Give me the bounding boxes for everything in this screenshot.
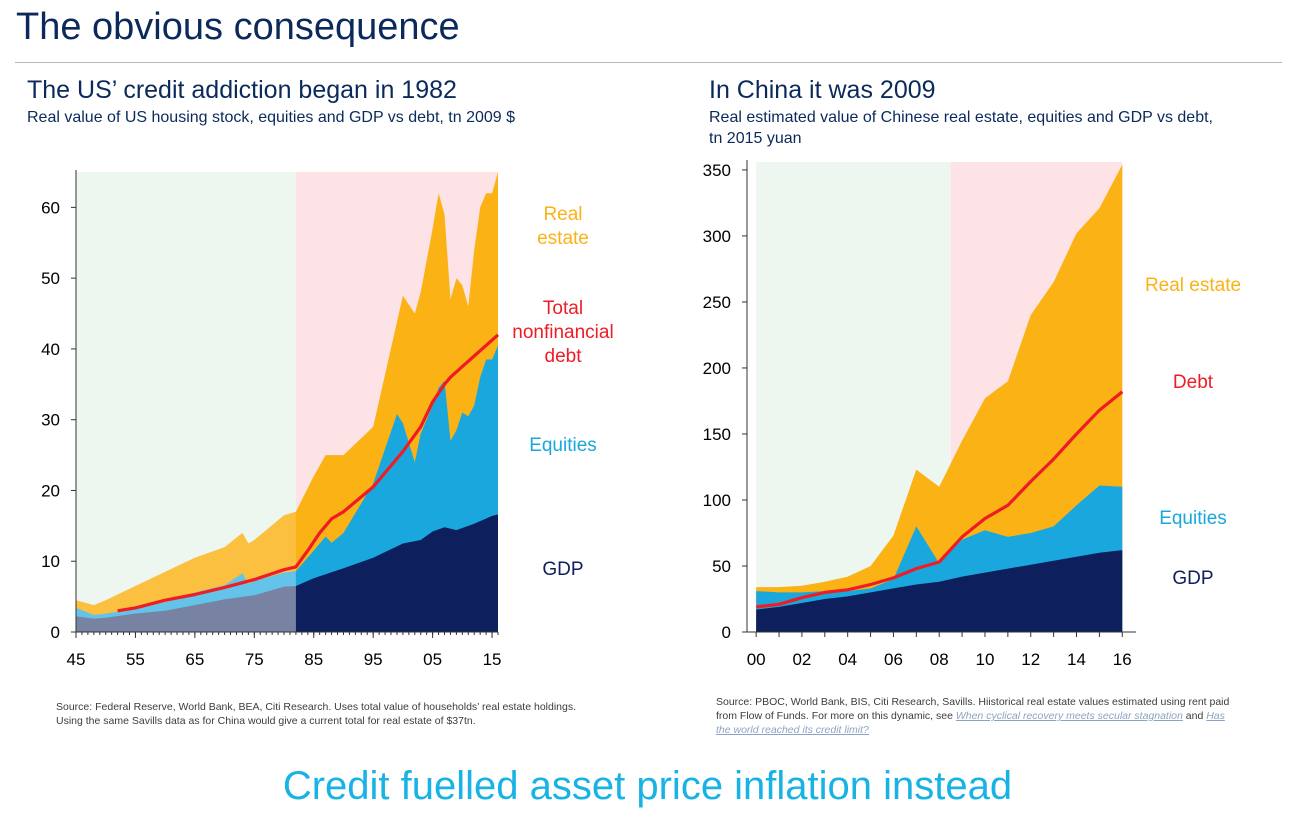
china-line-debt [756, 390, 1124, 609]
us-x-tick-label: 55 [126, 650, 145, 669]
us-y-tick-label: 50 [41, 269, 60, 288]
china-source-text: Source: PBOC, World Bank, BIS, Citi Rese… [716, 696, 1230, 722]
us-credit-chart: 0 10 20 30 40 50 60 45 55 65 75 85 95 05 15 Real estate T… [41, 170, 614, 669]
us-series-label-equities: Equities [529, 435, 597, 456]
us-series-label-total-nonfinancial-debt: debt [545, 346, 583, 367]
china-y-tick-label: 350 [703, 161, 731, 180]
china-source-note: Source: PBOC, World Bank, BIS, Citi Rese… [716, 695, 1236, 737]
us-source-note: Source: Federal Reserve, World Bank, BEA… [56, 701, 577, 727]
us-y-tick-label: 40 [41, 340, 60, 359]
us-x-tick-label: 15 [483, 650, 502, 669]
china-y-tick-label: 200 [703, 359, 731, 378]
us-series-label-total-nonfinancial-debt: nonfinancial [512, 322, 613, 343]
us-x-tick-label: 95 [364, 650, 383, 669]
us-x-tick-label: 75 [245, 650, 264, 669]
us-x-tick-label: 05 [423, 650, 442, 669]
china-area-gdp [756, 550, 1123, 632]
china-x-tick-label: 00 [747, 650, 766, 669]
china-x-tick-label: 02 [792, 650, 811, 669]
china-x-tick-label: 12 [1021, 650, 1040, 669]
china-x-tick-label: 14 [1067, 650, 1086, 669]
china-series-label-gdp: GDP [1172, 568, 1213, 589]
us-early-tint-real-estate [76, 511, 296, 632]
china-series-label-real-estate: Real estate [1145, 275, 1241, 296]
us-x-tick-label: 85 [304, 650, 323, 669]
china-y-tick-label: 0 [722, 623, 731, 642]
china-series-label-equities: Equities [1159, 508, 1227, 529]
china-chart-subtitle: Real estimated value of Chinese real est… [709, 109, 1213, 147]
source-link-credit-limit[interactable]: Has the world reached its credit limit? [716, 710, 1225, 736]
us-line-total-nonfinancial-debt [117, 333, 500, 613]
us-series-label-real-estate: Real [543, 204, 582, 225]
us-y-tick-label: 10 [41, 552, 60, 571]
us-x-tick-label: 45 [67, 650, 86, 669]
us-chart-title: The US’ credit addiction began in 1982 [27, 76, 457, 104]
us-series-label-gdp: GDP [542, 559, 583, 580]
china-y-tick-label: 100 [703, 491, 731, 510]
china-series-label-debt: Debt [1173, 372, 1214, 393]
china-x-tick-label: 10 [976, 650, 995, 669]
us-y-tick-label: 0 [51, 623, 60, 642]
us-y-tick-label: 60 [41, 198, 60, 217]
china-y-tick-label: 50 [712, 557, 731, 576]
china-x-tick-label: 04 [838, 650, 857, 669]
title-divider [15, 62, 1282, 63]
us-series-label-real-estate: estate [537, 228, 589, 249]
us-x-tick-label: 65 [185, 650, 204, 669]
us-early-tint-equities [76, 571, 296, 632]
china-y-tick-label: 250 [703, 293, 731, 312]
source-link-cyclical-recovery[interactable]: When cyclical recovery meets secular sta… [955, 710, 1183, 722]
china-area-real-estate [756, 164, 1123, 632]
us-chart-subtitle: Real value of US housing stock, equities… [27, 109, 515, 126]
us-y-tick-label: 30 [41, 411, 60, 430]
china-y-tick-label: 300 [703, 227, 731, 246]
china-x-tick-label: 06 [884, 650, 903, 669]
us-series-label-total-nonfinancial-debt: Total [543, 298, 583, 319]
slide-takeaway: Credit fuelled asset price inflation ins… [282, 764, 1013, 808]
china-y-tick-label: 150 [703, 425, 731, 444]
slide-title: The obvious consequence [16, 6, 460, 48]
china-x-tick-label: 08 [930, 650, 949, 669]
source-link-separator: and [1182, 710, 1207, 722]
us-y-tick-label: 20 [41, 481, 60, 500]
china-chart-title: In China it was 2009 [709, 76, 936, 104]
china-credit-chart: 0 50 100 150 200 250 300 350 00 02 04 06 08 10 12 14 16 R… [703, 160, 1241, 669]
us-area-gdp [76, 514, 498, 632]
china-x-tick-label: 16 [1113, 650, 1132, 669]
us-early-tint-gdp [76, 586, 296, 632]
